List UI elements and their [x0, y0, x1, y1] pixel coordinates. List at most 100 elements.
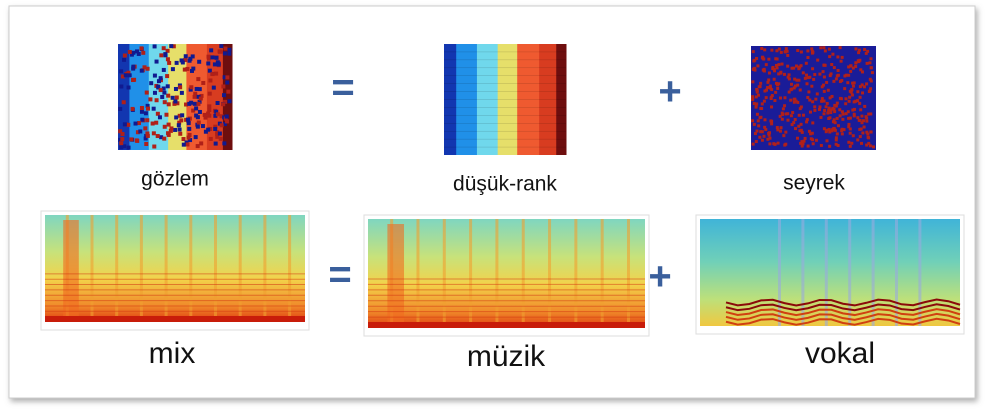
- image-pixel: [805, 82, 809, 86]
- image-pixel: [164, 112, 169, 117]
- image-pixel: [172, 101, 177, 106]
- image-pixel: [829, 72, 833, 76]
- image-pixel: [864, 115, 868, 119]
- image-pixel: [152, 144, 157, 149]
- image-pixel: [156, 79, 161, 84]
- image-pixel: [207, 68, 212, 73]
- image-pixel: [765, 88, 769, 92]
- image-pixel: [145, 66, 150, 71]
- image-pixel: [208, 78, 213, 83]
- onset: [288, 215, 292, 322]
- image-pixel: [822, 89, 826, 93]
- image-pixel: [848, 116, 852, 120]
- image-pixel: [774, 90, 778, 94]
- image-pixel: [786, 112, 790, 116]
- image-pixel: [180, 113, 185, 118]
- image-pixel: [825, 80, 829, 84]
- image-pixel: [865, 116, 869, 120]
- image-pixel: [796, 83, 800, 87]
- image-pixel: [139, 109, 144, 114]
- image-pixel: [811, 142, 815, 146]
- image-pixel: [169, 126, 174, 131]
- image-pixel: [861, 119, 865, 123]
- image-pixel: [206, 111, 211, 116]
- image-pixel: [802, 139, 806, 143]
- label: mix: [149, 337, 196, 370]
- image-pixel: [171, 44, 176, 49]
- image-pixel: [836, 73, 840, 77]
- image-pixel: [777, 82, 781, 86]
- image-pixel: [848, 127, 852, 131]
- image-pixel: [767, 71, 771, 75]
- image-pixel: [831, 52, 835, 56]
- image-pixel: [860, 141, 864, 145]
- onset: [90, 215, 94, 322]
- image-pixel: [757, 124, 761, 128]
- image-pixel: [784, 130, 788, 134]
- image-pixel: [810, 51, 814, 55]
- image-pixel: [801, 71, 805, 75]
- image-pixel: [778, 114, 782, 118]
- image-pixel: [197, 99, 202, 104]
- onset: [871, 219, 875, 326]
- image-pixel: [865, 119, 869, 123]
- image-pixel: [832, 79, 836, 83]
- image-pixel: [864, 51, 868, 55]
- image-pixel: [786, 53, 790, 57]
- image-pixel: [839, 59, 843, 63]
- image-pixel: [835, 101, 839, 105]
- image-pixel: [753, 132, 757, 136]
- image-pixel: [770, 94, 774, 98]
- image-pixel: [206, 61, 211, 66]
- image-pixel: [794, 99, 798, 103]
- image-pixel: [852, 81, 856, 85]
- image-pixel: [144, 90, 149, 95]
- image-pixel: [768, 84, 772, 88]
- image-pixel: [821, 83, 825, 87]
- image-pixel: [763, 48, 767, 52]
- image-pixel: [818, 72, 822, 76]
- image-column: [118, 44, 130, 150]
- image-pixel: [849, 64, 853, 68]
- image-pixel: [213, 124, 218, 129]
- image-pixel: [203, 129, 208, 134]
- image-pixel: [210, 72, 215, 77]
- image-pixel: [149, 81, 154, 86]
- onset: [801, 219, 805, 326]
- image-pixel: [776, 128, 780, 132]
- image-pixel: [800, 140, 804, 144]
- image-pixel: [139, 46, 144, 51]
- image-pixel: [208, 126, 213, 131]
- image-pixel: [869, 79, 873, 83]
- image-pixel: [169, 44, 174, 49]
- image-pixel: [122, 53, 127, 58]
- image-pixel: [168, 128, 173, 133]
- operator: =: [331, 66, 354, 110]
- image-pixel: [191, 66, 196, 71]
- image-pixel: [787, 77, 791, 81]
- image-pixel: [790, 82, 794, 86]
- image-pixel: [752, 59, 756, 63]
- image-pixel: [759, 81, 763, 85]
- image-pixel: [828, 144, 832, 148]
- image-pixel: [139, 105, 144, 110]
- image-pixel: [767, 133, 771, 137]
- image-pixel: [858, 95, 862, 99]
- harmonic: [725, 308, 961, 317]
- image-pixel: [767, 78, 771, 82]
- image-pixel: [847, 140, 851, 144]
- image-pixel: [221, 102, 226, 107]
- image-pixel: [795, 78, 799, 82]
- image-pixel: [188, 56, 193, 61]
- image-pixel: [222, 75, 227, 80]
- image-pixel: [119, 84, 124, 89]
- image-pixel: [777, 72, 781, 76]
- image-pixel: [809, 110, 813, 114]
- image-pixel: [813, 73, 817, 77]
- image-pixel: [190, 54, 195, 59]
- image-pixel: [174, 95, 179, 100]
- image-pixel: [214, 71, 219, 76]
- image-pixel: [846, 81, 850, 85]
- image-pixel: [868, 61, 872, 65]
- onset: [521, 219, 525, 328]
